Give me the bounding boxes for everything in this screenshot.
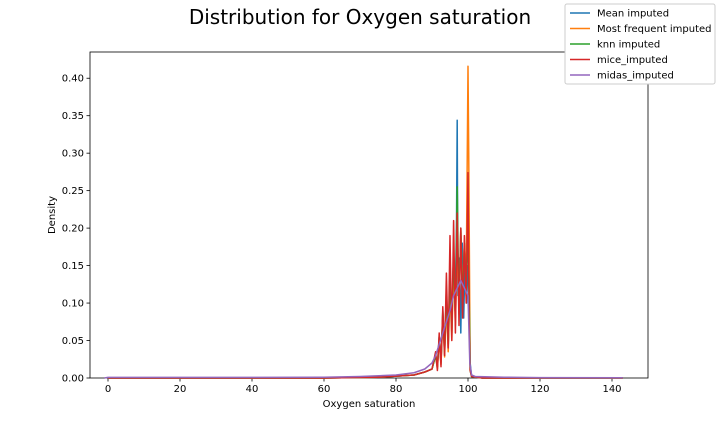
y-tick-label: 0.20 [62, 224, 84, 235]
x-axis-label: Oxygen saturation [323, 399, 416, 410]
legend-label: midas_imputed [597, 71, 674, 82]
x-tick-label: 40 [246, 384, 259, 395]
series-line-midas-imputed [104, 279, 623, 379]
legend-box [564, 3, 716, 85]
y-tick-label: 0.40 [62, 74, 84, 85]
axes-frame [89, 51, 649, 379]
y-tick-label: 0.10 [62, 299, 84, 310]
y-tick-label: 0.00 [62, 374, 84, 385]
series-line-mean-imputed [108, 119, 623, 379]
x-axis: 0 20 40 60 80 100 120 140 [105, 378, 622, 395]
y-tick-label: 0.05 [62, 336, 84, 347]
series-line-mice-imputed [108, 171, 623, 379]
x-tick-label: 60 [318, 384, 331, 395]
series-line-most-frequent-imputed [108, 65, 623, 379]
plot-area: 0 20 40 60 80 100 120 140 0.000.050.100.150.200… [62, 51, 649, 395]
legend-label: Mean imputed [597, 9, 669, 20]
legend-label: Most frequent imputed [597, 24, 712, 35]
y-tick-label: 0.25 [62, 186, 84, 197]
legend: Mean imputed Most frequent imputed knn imp… [564, 3, 716, 85]
chart-title: Distribution for Oxygen saturation [189, 5, 531, 29]
series-line-knn-imputed [108, 186, 623, 379]
x-tick-label: 80 [390, 384, 403, 395]
y-axis: 0.00 0.05 0.10 0.15 0.20 0.25 0.30 0.35 0.40 [62, 74, 90, 385]
x-tick-label: 120 [530, 384, 549, 395]
series-lines [104, 65, 623, 379]
x-tick-label: 100 [458, 384, 477, 395]
legend-label: mice_imputed [597, 55, 668, 66]
x-tick-label: 20 [174, 384, 187, 395]
x-tick-label: 140 [602, 384, 621, 395]
legend-label: knn imputed [597, 40, 660, 51]
y-tick-label: 0.15 [62, 261, 84, 272]
y-axis-label: Density [47, 196, 58, 234]
x-tick-label: 0 [105, 384, 111, 395]
y-tick-label: 0.35 [62, 111, 84, 122]
y-tick-label: 0.30 [62, 149, 84, 160]
